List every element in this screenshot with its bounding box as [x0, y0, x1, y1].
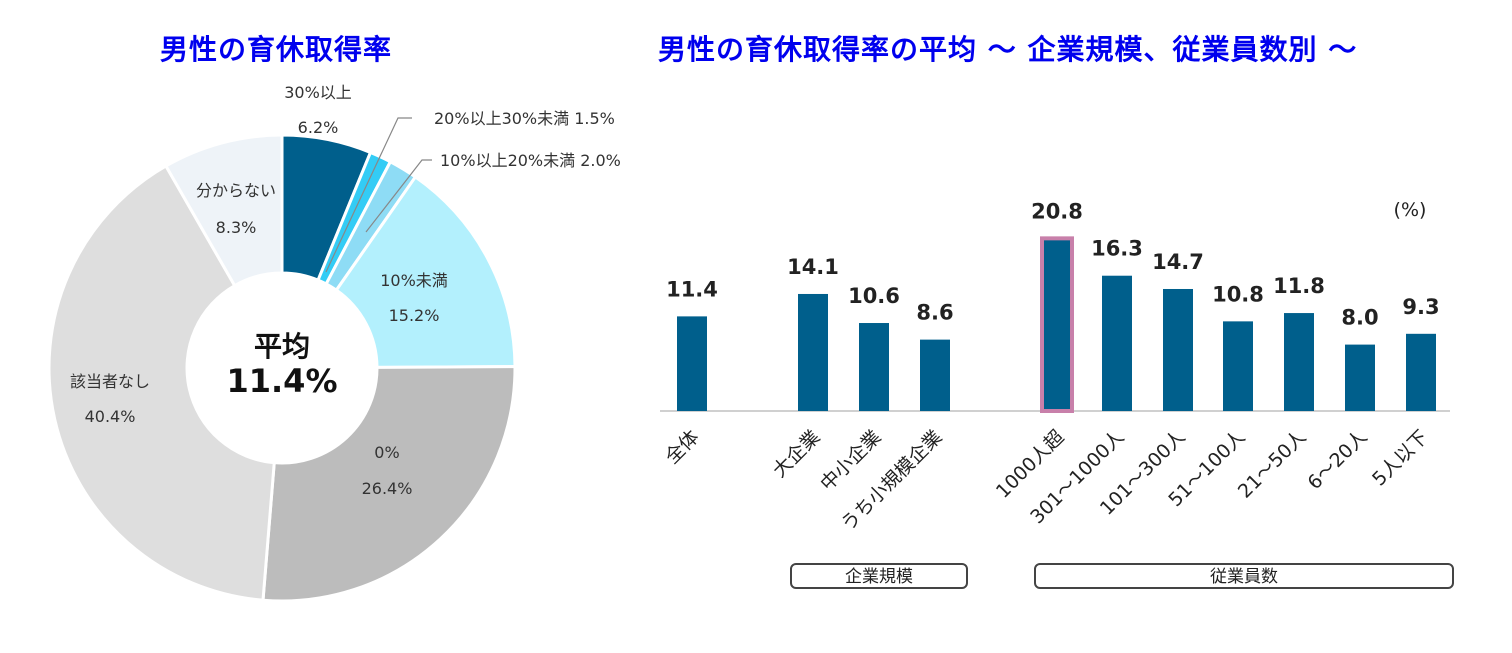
leader-line	[365, 159, 432, 233]
bar-value-label: 14.1	[787, 255, 839, 279]
pie-slice	[47, 163, 276, 602]
category-label: 全体	[661, 426, 703, 468]
bar	[1406, 333, 1436, 411]
slice-value: 26.4%	[362, 479, 413, 498]
category-label: 大企業	[769, 426, 825, 482]
pie-center-value: 11.4%	[226, 362, 337, 400]
pie-center-label: 平均	[254, 330, 310, 363]
slice-label: 30%以上	[284, 83, 352, 102]
bar-value-label: 10.6	[848, 284, 900, 308]
pie-slice	[163, 133, 284, 288]
slice-label: 分からない	[196, 181, 276, 200]
group-box	[790, 563, 968, 589]
slice-value: 8.3%	[216, 218, 257, 237]
bar-value-label: 10.8	[1212, 282, 1264, 306]
group-label: 従業員数	[1210, 567, 1278, 587]
unit-label: (%)	[1394, 199, 1427, 221]
bar-value-label: 8.0	[1341, 306, 1378, 330]
bar	[1223, 321, 1253, 411]
group-label: 企業規模	[845, 567, 913, 587]
slice-value: 6.2%	[298, 118, 339, 137]
bar	[677, 316, 707, 411]
bar	[1040, 236, 1074, 413]
bar	[1284, 313, 1314, 411]
bar-value-label: 14.7	[1152, 250, 1204, 274]
bar-chart-title: 男性の育休取得率の平均 ～ 企業規模、従業員数別 ～	[658, 33, 1358, 66]
leader-line	[325, 117, 412, 273]
pie-slice	[261, 365, 517, 603]
bar	[1163, 288, 1193, 411]
category-label: 5人以下	[1368, 426, 1432, 490]
slice-label: 0%	[374, 443, 399, 462]
slice-label: 10%以上20%未満 2.0%	[440, 151, 621, 170]
bar	[920, 339, 950, 411]
bar	[798, 293, 828, 411]
bar-value-label: 11.8	[1273, 274, 1325, 298]
bar-value-label: 8.6	[916, 301, 953, 325]
pie-slice	[334, 174, 517, 369]
slice-label: 該当者なし	[70, 372, 150, 391]
bar	[1345, 344, 1375, 411]
category-label: 6～20人	[1303, 426, 1371, 494]
group-box	[1034, 563, 1454, 589]
bar-value-label: 16.3	[1091, 237, 1143, 261]
slice-value: 40.4%	[85, 407, 136, 426]
bar	[1102, 275, 1132, 411]
bar-value-label: 11.4	[666, 277, 718, 301]
slice-value: 15.2%	[389, 306, 440, 325]
bar-value-label: 20.8	[1031, 199, 1083, 223]
bar-value-label: 9.3	[1402, 295, 1439, 319]
slice-label: 10%未満	[380, 271, 448, 290]
slice-label: 20%以上30%未満 1.5%	[434, 109, 615, 128]
pie-chart-title: 男性の育休取得率	[160, 33, 393, 66]
bar	[859, 323, 889, 411]
